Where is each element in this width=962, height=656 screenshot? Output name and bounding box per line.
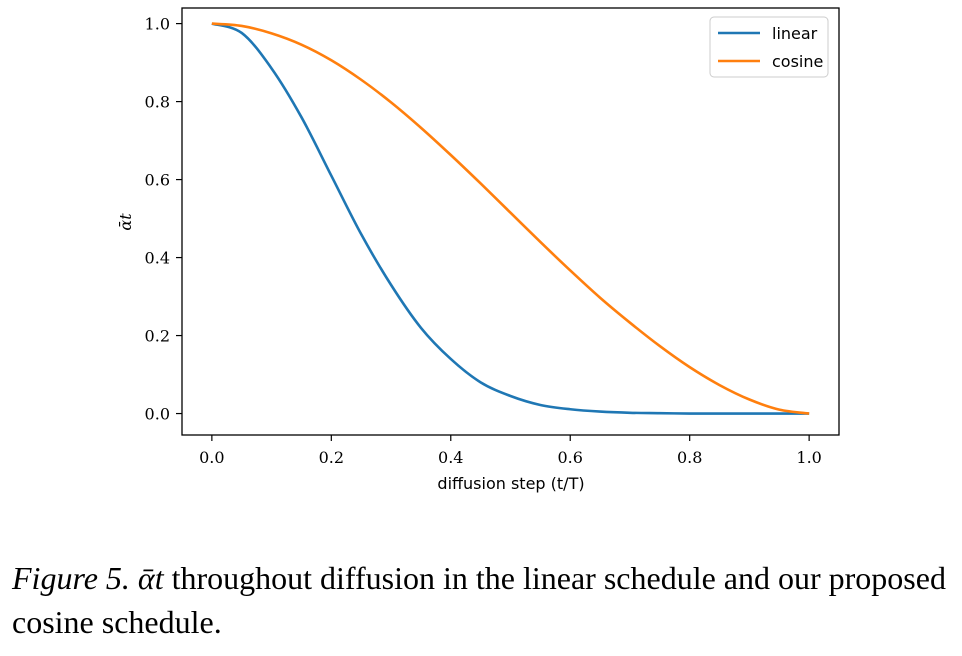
legend-label-linear: linear [772, 24, 818, 43]
legend: linear cosine [709, 16, 829, 78]
x-tick-label: 0.0 [199, 448, 224, 467]
figure-label: Figure 5. [12, 560, 130, 596]
figure-caption: Figure 5. ᾱt throughout diffusion in the… [12, 556, 956, 644]
x-tick-label: 1.0 [796, 448, 821, 467]
ticks: 0.0 0.2 0.4 0.6 0.8 1.0 0.0 0.2 0.4 0.6 0.8 1.0 [145, 15, 822, 467]
x-tick-label: 0.4 [438, 448, 463, 467]
y-tick-label: 1.0 [145, 15, 170, 34]
y-tick-label: 0.2 [145, 327, 170, 346]
series-line-linear [211, 22, 810, 415]
y-axis-label: ᾱt [116, 213, 135, 231]
caption-text: throughout diffusion in the linear sched… [12, 560, 946, 640]
y-tick-label: 0.0 [145, 405, 170, 424]
y-tick-label: 0.8 [145, 93, 170, 112]
axes-frame [181, 7, 840, 436]
series-lines [211, 22, 810, 415]
legend-label-cosine: cosine [772, 52, 823, 71]
x-tick-label: 0.6 [558, 448, 583, 467]
series-line-cosine [211, 22, 810, 415]
x-tick-label: 0.8 [677, 448, 702, 467]
y-tick-label: 0.6 [145, 171, 170, 190]
caption-symbol: ᾱt [137, 560, 164, 596]
y-tick-label: 0.4 [145, 249, 170, 268]
x-tick-label: 0.2 [319, 448, 344, 467]
chart: 0.0 0.2 0.4 0.6 0.8 1.0 0.0 0.2 0.4 0.6 0.8 1.0 lin… [116, 7, 840, 493]
x-axis-label: diffusion step (t/T) [437, 474, 584, 493]
